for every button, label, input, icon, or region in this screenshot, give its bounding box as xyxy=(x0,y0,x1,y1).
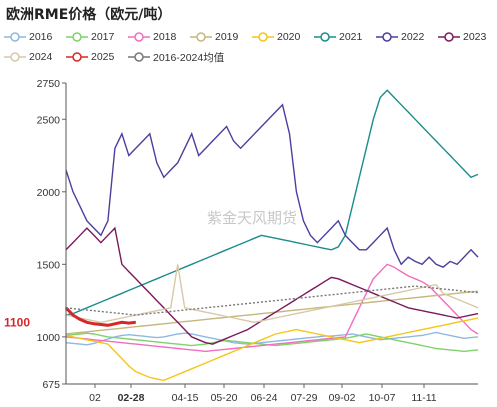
legend-marker-icon xyxy=(252,32,274,42)
series-line-2023 xyxy=(65,226,479,345)
legend-label: 2024 xyxy=(29,51,53,63)
x-tick-label: 06-24 xyxy=(251,392,278,404)
legend-marker-icon xyxy=(4,32,26,42)
legend-marker-icon xyxy=(128,32,150,42)
legend-item[interactable]: 2022 xyxy=(376,30,424,44)
x-tick-label: 09-02 xyxy=(329,392,356,404)
legend-item[interactable]: 2018 xyxy=(128,30,176,44)
legend-label: 2016 xyxy=(29,31,53,43)
series-line-2019 xyxy=(65,290,479,335)
x-tick-label: 07-29 xyxy=(291,392,318,404)
legend-marker-icon xyxy=(4,52,26,62)
legend-item[interactable]: 2024 xyxy=(4,50,52,64)
legend-marker-icon xyxy=(66,32,88,42)
legend-item[interactable]: 2019 xyxy=(190,30,238,44)
series-line-2025 xyxy=(64,306,136,327)
legend-item[interactable]: 2023 xyxy=(438,30,486,44)
grid: 紫金天风期货 xyxy=(207,209,297,227)
current-value-label: 1100 xyxy=(4,315,30,329)
x-tick-label: 05-20 xyxy=(211,392,238,404)
x-tick-label: 11-11 xyxy=(411,392,436,404)
series-line-2018 xyxy=(65,263,479,353)
y-tick-label: 1500 xyxy=(37,259,61,271)
chart-title: 欧洲RME价格（欧元/吨） xyxy=(6,7,172,23)
legend-item[interactable]: 2025 xyxy=(66,50,114,64)
y-tick-label: 675 xyxy=(42,379,60,391)
legend-marker-icon xyxy=(190,32,212,42)
legend-marker-icon xyxy=(128,52,150,62)
axis-layer: 675 1000 1500 2000 2500 2750 02 02-28 04-15 05-20… xyxy=(4,78,478,404)
x-tick-label: 02 xyxy=(89,392,101,404)
legend-label: 2020 xyxy=(277,31,301,43)
legend-marker-icon xyxy=(438,32,460,42)
x-tick-label: 10-07 xyxy=(369,392,396,404)
x-tick-label: 02-28 xyxy=(118,392,145,404)
legend-item[interactable]: 2017 xyxy=(66,30,114,44)
legend-label: 2016-2024均值 xyxy=(153,51,225,64)
legend-label: 2018 xyxy=(153,31,177,43)
legend-item[interactable]: 2021 xyxy=(314,30,362,44)
legend-item[interactable]: 2020 xyxy=(252,30,300,44)
y-tick-label: 2000 xyxy=(37,187,61,199)
series-layer xyxy=(64,89,479,382)
legend-label: 2017 xyxy=(91,31,115,43)
legend-marker-icon xyxy=(376,32,398,42)
legend-label: 2021 xyxy=(339,31,363,43)
y-tick-label: 1000 xyxy=(37,332,61,344)
legend-label: 2019 xyxy=(215,31,239,43)
legend-label: 2023 xyxy=(463,31,487,43)
legend-item[interactable]: 2016-2024均值 xyxy=(128,50,224,64)
series-line-2016-2024均值 xyxy=(65,285,479,316)
series-line-2022 xyxy=(65,103,479,269)
series-line-2017 xyxy=(65,332,479,353)
legend-label: 2022 xyxy=(401,31,425,43)
legend-marker-icon xyxy=(314,32,336,42)
x-tick-label: 04-15 xyxy=(172,392,199,404)
y-tick-label: 2500 xyxy=(37,114,61,126)
series-line-2016 xyxy=(65,331,479,346)
series-line-2021 xyxy=(65,89,479,316)
legend-label: 2025 xyxy=(91,51,115,63)
series-line-2020 xyxy=(65,317,479,382)
legend-item[interactable]: 2016 xyxy=(4,30,52,44)
legend-marker-icon xyxy=(66,52,88,62)
y-tick-label: 2750 xyxy=(37,78,61,90)
watermark: 紫金天风期货 xyxy=(207,209,297,227)
